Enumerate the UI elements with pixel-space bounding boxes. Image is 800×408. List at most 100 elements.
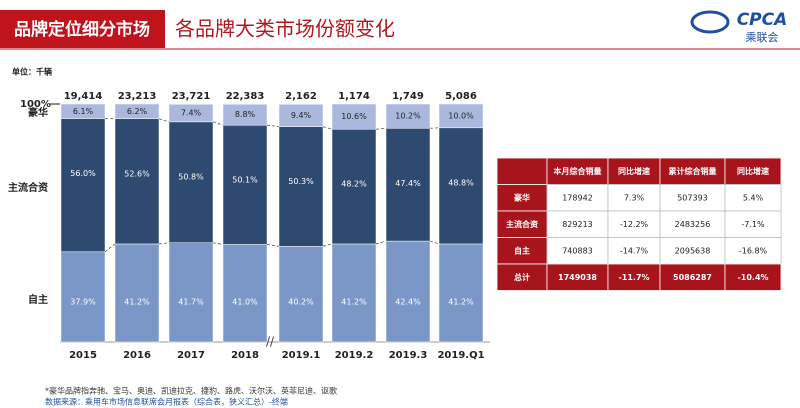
- table-cell: [724, 184, 782, 212]
- table-header: 同比增速: [618, 166, 650, 176]
- table-value: 5086287: [673, 273, 712, 282]
- table-value: 1749038: [558, 273, 597, 282]
- total-label: 1,749: [392, 91, 424, 102]
- value-label: 40.2%: [288, 298, 314, 307]
- value-label: 8.8%: [235, 110, 256, 119]
- table-header: 本月综合销量: [553, 166, 602, 176]
- connector: [429, 240, 440, 245]
- series-label: 自主: [28, 293, 48, 306]
- bar-segment: [331, 243, 377, 343]
- header-tag: 品牌定位细分市场: [14, 19, 150, 40]
- value-label: 52.6%: [124, 169, 150, 178]
- value-label: 37.9%: [70, 298, 96, 307]
- value-label: 41.0%: [232, 298, 258, 307]
- table-cell: [659, 237, 726, 265]
- table-cell: [724, 157, 782, 185]
- table-value: -10.4%: [737, 273, 768, 282]
- bar-segment: [438, 243, 484, 343]
- bar-segment: [278, 126, 324, 247]
- table-value: 豪华: [514, 192, 530, 202]
- table-value: 2095638: [675, 246, 711, 255]
- bar-segment: [222, 244, 268, 343]
- total-label: 5,086: [445, 91, 477, 102]
- value-label: 48.2%: [341, 180, 367, 189]
- value-label: 7.4%: [181, 109, 202, 118]
- bar-segment: [331, 103, 377, 130]
- value-label: 47.4%: [395, 179, 421, 188]
- bar-segment: [438, 103, 484, 129]
- x-tick-label: 2019.3: [389, 350, 428, 361]
- source: 数据来源：乘用车市场信息联席会月报表（综合表，狭义汇总）-终端: [45, 397, 288, 407]
- table-value: 507393: [677, 193, 708, 202]
- bar-segment: [168, 242, 214, 343]
- x-tick-label: 2015: [69, 350, 97, 361]
- value-label: 56.0%: [70, 169, 96, 178]
- table-value: 178942: [562, 193, 593, 202]
- table-value: 主流合资: [506, 219, 538, 229]
- bar-segment: [278, 103, 324, 127]
- connector: [375, 240, 387, 245]
- logo-sub: 乘联会: [746, 31, 779, 44]
- total-label: 22,383: [226, 91, 265, 102]
- header-title: 各品牌大类市场份额变化: [175, 17, 395, 41]
- table-cell: [546, 184, 609, 212]
- table-cell: [546, 157, 609, 185]
- table-cell: [724, 263, 782, 291]
- total-label: 19,414: [64, 91, 103, 102]
- connector: [322, 126, 333, 130]
- table-cell: [659, 157, 726, 185]
- connector: [266, 244, 280, 247]
- value-label: 10.6%: [341, 112, 367, 121]
- value-label: 41.7%: [178, 298, 204, 307]
- value-label: 10.0%: [448, 111, 474, 120]
- value-label: 10.2%: [395, 112, 421, 121]
- total-label: 1,174: [338, 91, 370, 102]
- logo: CPCA: [737, 10, 788, 30]
- connector: [104, 243, 116, 253]
- bar-segment: [168, 103, 214, 123]
- table-cell: [607, 263, 661, 291]
- connector: [212, 121, 224, 126]
- value-label: 50.3%: [288, 177, 314, 186]
- value-label: 41.2%: [124, 298, 150, 307]
- header-tag-bg: [0, 10, 165, 48]
- connector: [266, 124, 280, 128]
- series-label: 主流合资: [8, 181, 48, 194]
- bar-segment: [60, 118, 106, 253]
- total-label: 23,213: [118, 91, 157, 102]
- x-tick-label: 2019.Q1: [437, 350, 484, 361]
- value-label: 50.8%: [178, 172, 204, 181]
- table-cell: [546, 210, 609, 238]
- bar-segment: [222, 124, 268, 245]
- table-value: 2483256: [675, 220, 711, 229]
- table-value: -7.1%: [741, 220, 765, 229]
- connector: [375, 127, 387, 130]
- bar-segment: [385, 128, 431, 242]
- value-label: 41.2%: [341, 298, 367, 307]
- connector: [322, 243, 333, 247]
- table-value: 740883: [562, 246, 593, 255]
- table-cell: [659, 263, 726, 291]
- bar-segment: [222, 103, 268, 126]
- value-label: 9.4%: [291, 111, 312, 120]
- value-label: 41.2%: [448, 298, 474, 307]
- logo-mark: [690, 10, 730, 34]
- y-tick-label: 100%: [20, 99, 51, 110]
- x-tick-label: 2019.1: [282, 350, 321, 361]
- table-value: 总计: [514, 272, 530, 282]
- connector: [158, 242, 170, 245]
- table-value: -14.7%: [620, 246, 649, 255]
- table-cell: [496, 157, 548, 185]
- table-value: 自主: [514, 245, 530, 255]
- value-label: 42.4%: [395, 298, 421, 307]
- value-label: 6.2%: [127, 107, 148, 116]
- bar-segment: [114, 243, 160, 343]
- total-label: 23,721: [172, 91, 211, 102]
- bar-segment: [60, 103, 106, 119]
- table-value: -11.7%: [618, 273, 649, 282]
- bar-segment: [385, 240, 431, 343]
- table-cell: [659, 210, 726, 238]
